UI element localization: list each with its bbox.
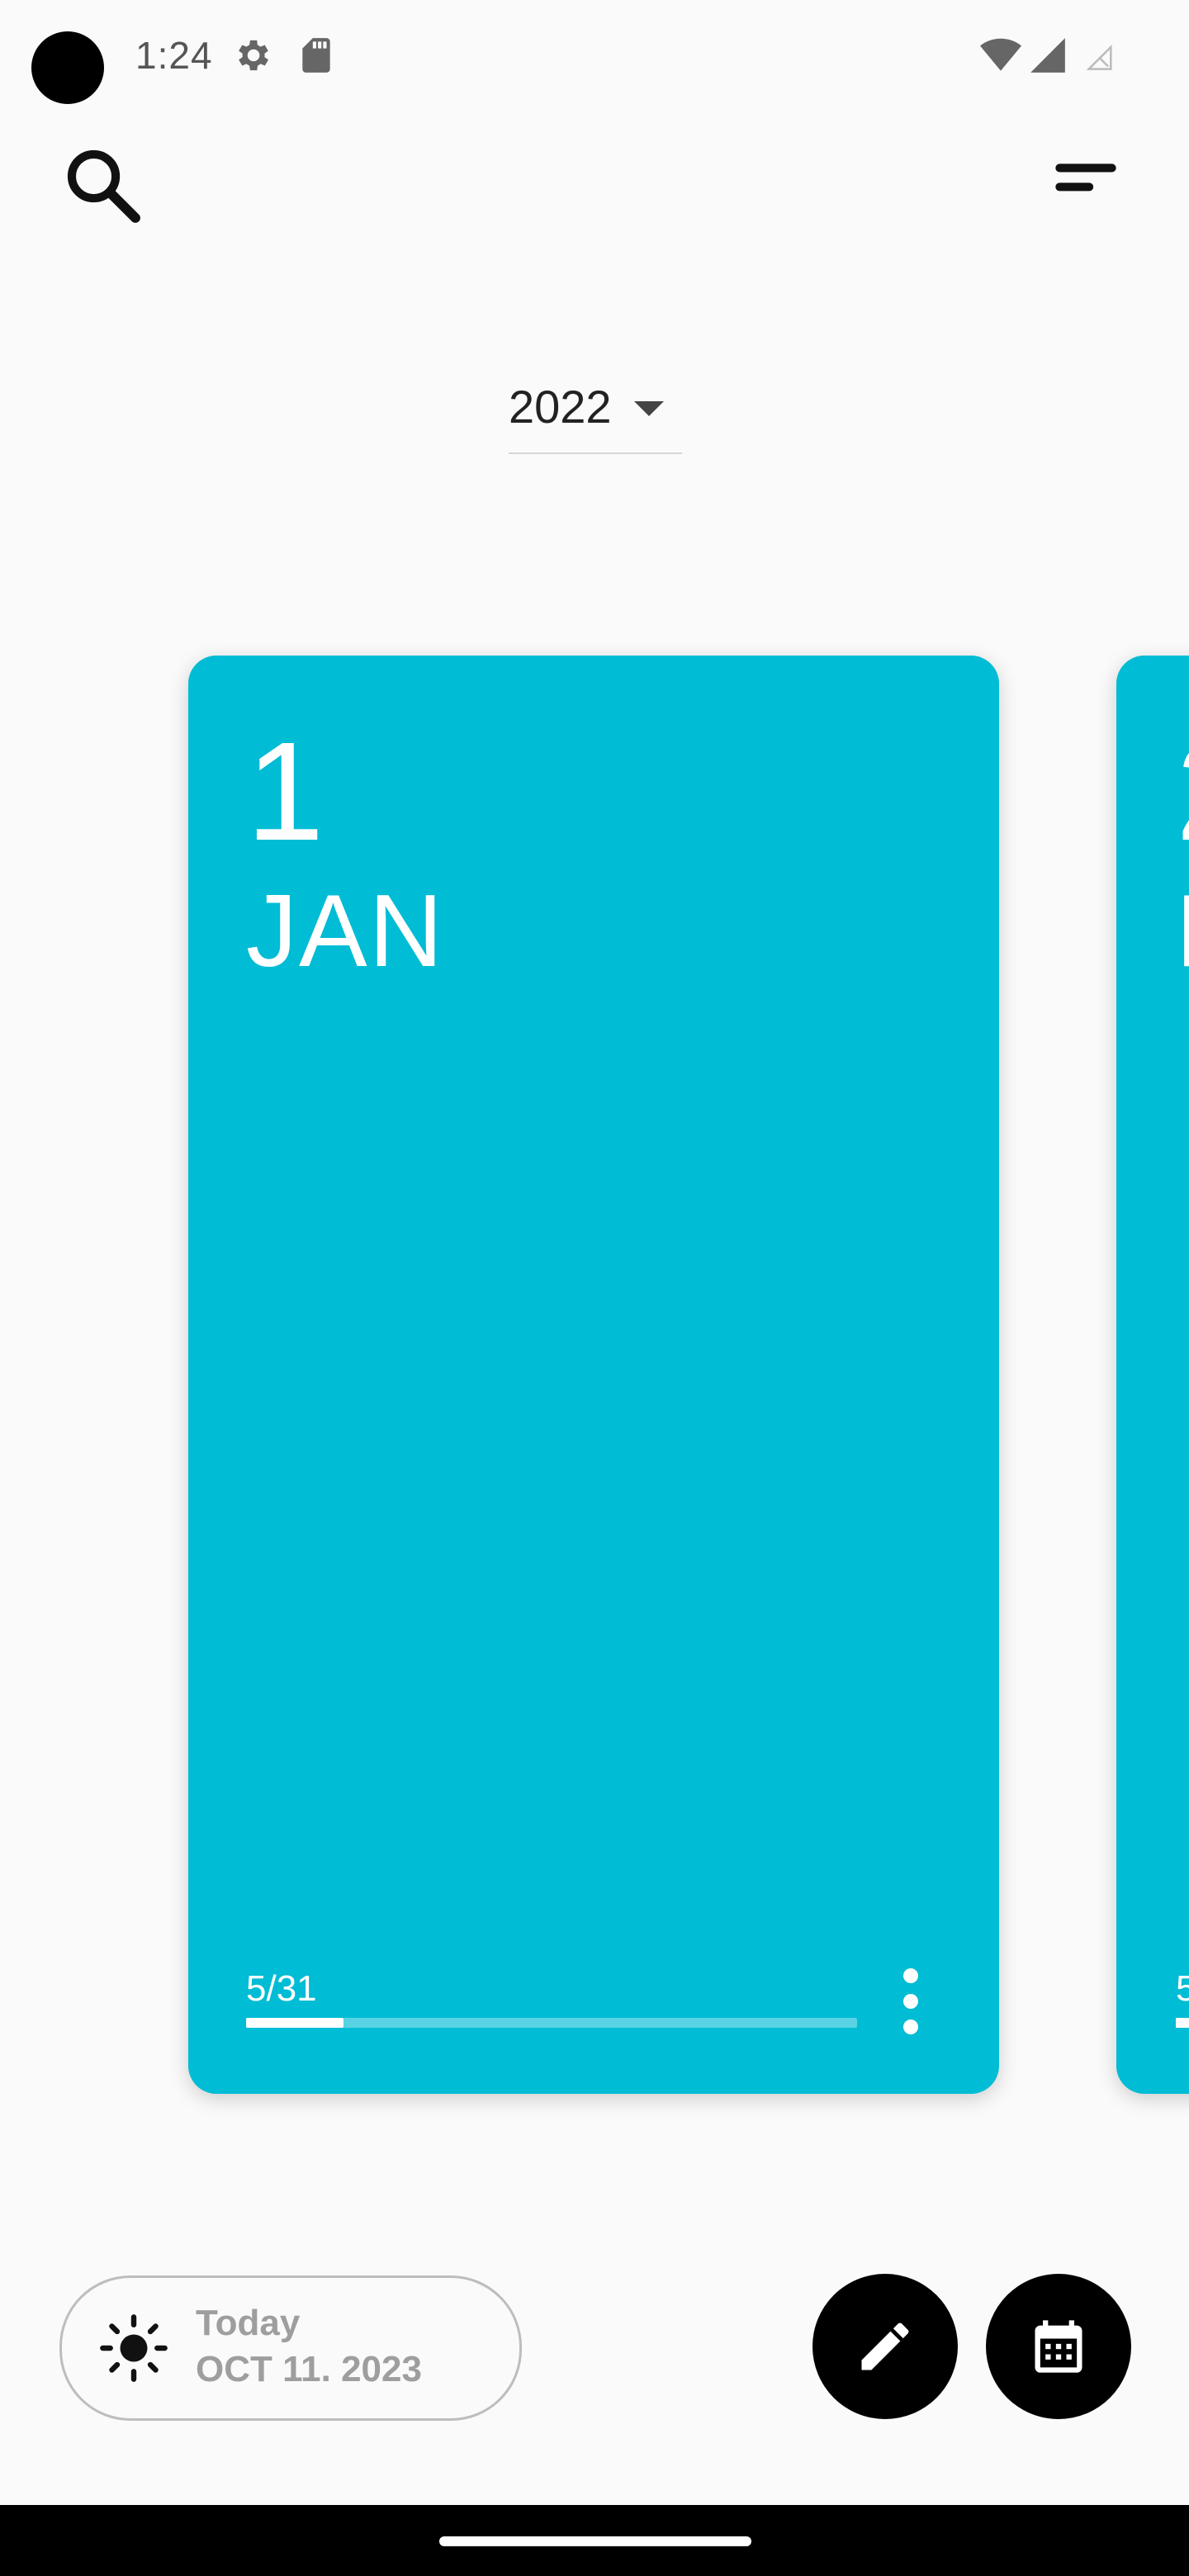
sun-icon xyxy=(100,2314,168,2382)
month-card-jan[interactable]: 1 JAN 5/31 xyxy=(188,656,999,2094)
today-button[interactable]: Today OCT 11. 2023 xyxy=(59,2275,522,2421)
pencil-icon xyxy=(861,2323,909,2370)
card-progress-label: 5 xyxy=(1176,1968,1189,2009)
card-progress-bar xyxy=(246,2018,857,2028)
sd-card-icon xyxy=(302,38,330,73)
search-icon xyxy=(67,149,140,223)
more-vert-icon xyxy=(903,1968,918,1983)
card-more-button[interactable] xyxy=(882,1960,940,2043)
card-progress-label: 5/31 xyxy=(246,1968,317,2009)
edit-button[interactable] xyxy=(812,2274,958,2419)
more-vert-icon-dot xyxy=(903,1994,918,2009)
wifi-icon xyxy=(980,38,1021,71)
calendar-button[interactable] xyxy=(986,2274,1131,2419)
sort-icon xyxy=(1055,163,1116,192)
search-button[interactable] xyxy=(58,140,149,231)
year-dropdown[interactable]: 2022 xyxy=(509,370,682,454)
status-bar: 1:24 xyxy=(0,0,1189,116)
month-card-next[interactable]: 2 F 5 xyxy=(1116,656,1189,2094)
status-time: 1:24 xyxy=(135,34,213,77)
today-date: OCT 11. 2023 xyxy=(196,2349,422,2389)
home-handle[interactable] xyxy=(439,2536,751,2546)
camera-cutout xyxy=(31,31,104,104)
calendar-icon xyxy=(1035,2320,1082,2373)
card-month: JAN xyxy=(246,874,445,988)
card-progress-fill xyxy=(246,2018,344,2028)
card-progress-bar xyxy=(1176,2018,1189,2028)
no-signal-icon xyxy=(1086,44,1112,70)
card-month: F xyxy=(1176,880,1189,983)
chevron-down-icon xyxy=(634,401,664,416)
cell-signal-icon xyxy=(1030,38,1065,73)
card-day-number: 1 xyxy=(246,713,324,870)
settings-icon xyxy=(239,40,268,71)
more-vert-icon-dot xyxy=(903,2020,918,2034)
card-day-number: 2 xyxy=(1176,722,1189,862)
year-value: 2022 xyxy=(509,381,612,433)
today-label: Today xyxy=(196,2303,301,2343)
sort-button[interactable] xyxy=(1040,140,1131,231)
